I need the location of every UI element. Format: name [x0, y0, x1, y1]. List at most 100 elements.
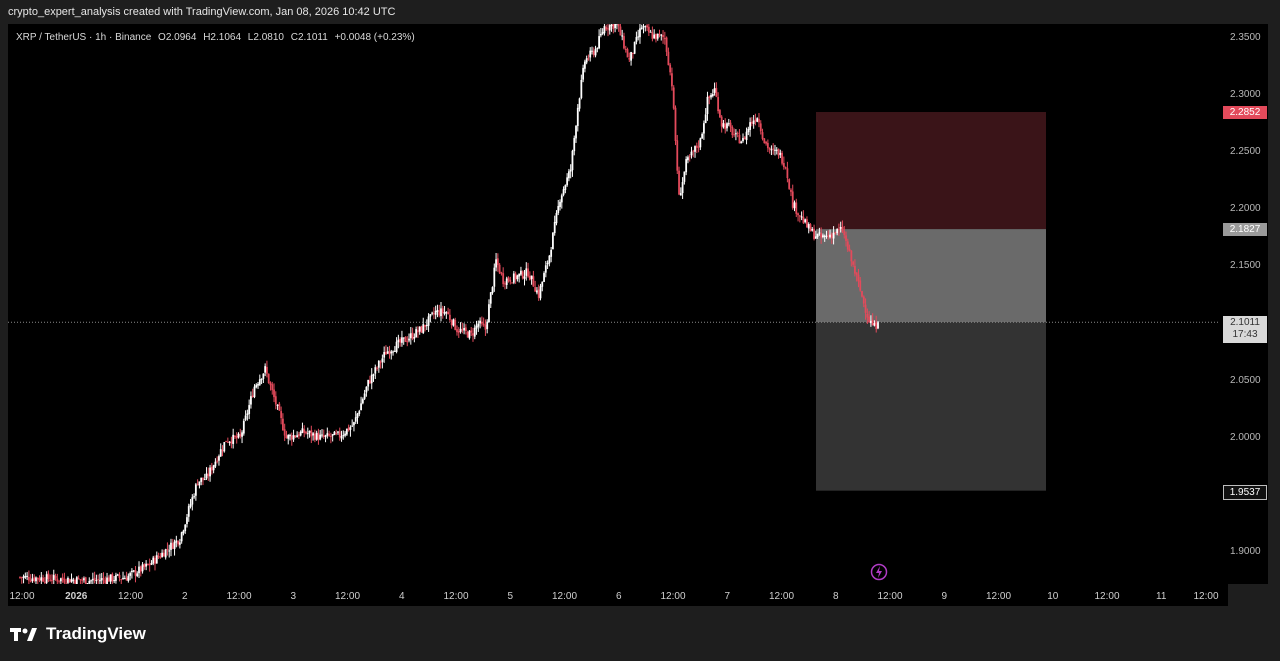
candle-body: [651, 32, 654, 39]
candle-body: [157, 556, 160, 558]
candle-body: [424, 324, 426, 327]
candle-body: [750, 122, 753, 124]
candle-body: [846, 241, 849, 250]
candle-body: [759, 123, 762, 132]
candle-body: [768, 148, 771, 150]
candle-body: [838, 228, 840, 230]
candle-body: [326, 433, 329, 436]
tradingview-logo[interactable]: TradingView: [10, 624, 146, 644]
candle-body: [841, 226, 844, 232]
candle-body: [345, 428, 348, 435]
candle-body: [353, 422, 355, 426]
candle-body: [237, 433, 240, 438]
candle-body: [367, 379, 370, 387]
candle-body: [543, 273, 545, 282]
target-price-tag: 2.2852: [1223, 106, 1267, 119]
candle-body: [90, 580, 92, 582]
candle-body: [877, 322, 879, 329]
candle-body: [852, 261, 855, 265]
candle-body: [473, 327, 476, 337]
candle-body: [155, 555, 158, 564]
ohlc-close: C2.1011: [290, 32, 328, 43]
candle-body: [95, 580, 98, 582]
candle-body: [694, 146, 696, 152]
price-axis-label: 2.2000: [1230, 203, 1261, 215]
candle-body: [624, 48, 627, 50]
candle-body: [425, 324, 428, 327]
candle-body: [63, 578, 66, 583]
candle-body: [555, 212, 558, 224]
candle-body: [417, 330, 419, 333]
candle-body: [209, 467, 211, 477]
candle-body: [615, 24, 618, 25]
candle-body: [875, 322, 878, 329]
candle-body: [266, 366, 268, 374]
candle-body: [369, 380, 371, 384]
candle-body: [708, 96, 711, 98]
candle-body: [450, 320, 453, 326]
candle-body: [178, 542, 181, 545]
candle-body: [335, 432, 338, 434]
candle-body: [145, 563, 148, 567]
candle-body: [509, 279, 512, 282]
candle-body: [672, 87, 675, 109]
stop-zone: [816, 322, 1046, 491]
candle-body: [802, 216, 805, 223]
candle-body: [873, 323, 876, 326]
candle-body: [599, 33, 602, 36]
candle-body: [377, 360, 380, 368]
candle-body: [180, 532, 183, 542]
candle-body: [544, 265, 547, 273]
candle-body: [109, 574, 112, 582]
candle-body: [743, 137, 746, 140]
candle-body: [328, 433, 330, 436]
candle-body: [239, 434, 242, 437]
candle-body: [409, 333, 412, 339]
candle-body: [679, 193, 682, 196]
candle-body: [393, 350, 396, 352]
time-axis[interactable]: [8, 584, 1228, 606]
candle-body: [356, 413, 359, 418]
candle-body: [447, 311, 450, 315]
candle-body: [257, 383, 259, 386]
candle-body: [448, 314, 451, 320]
candle-body: [862, 296, 865, 304]
chart-credit: crypto_expert_analysis created with Trad…: [8, 6, 396, 18]
candle-body: [354, 417, 357, 422]
candle-body: [445, 312, 448, 314]
candle-body: [500, 272, 503, 274]
lightning-icon[interactable]: [870, 563, 888, 586]
time-axis-label: 3: [290, 591, 297, 602]
candle-body: [324, 435, 327, 437]
candle-body: [571, 150, 574, 171]
candle-body: [251, 395, 254, 397]
candle-body: [642, 26, 645, 28]
candle-body: [262, 373, 265, 379]
candle-body: [747, 128, 750, 133]
time-axis-label: 9: [941, 591, 948, 602]
candle-body: [527, 268, 529, 277]
candle-body: [392, 351, 394, 353]
candle-body: [608, 25, 611, 31]
candle-body: [495, 259, 497, 268]
candle-body: [154, 557, 156, 564]
candle-body: [321, 434, 323, 436]
candle-body: [27, 576, 30, 581]
candle-body: [143, 564, 146, 568]
candle-body: [147, 563, 149, 565]
candle-body: [566, 177, 569, 186]
candle-body: [226, 441, 229, 443]
candle-body: [282, 418, 284, 431]
candle-body: [118, 574, 121, 578]
candle-body: [45, 574, 48, 583]
candle-body: [232, 434, 235, 444]
price-chart[interactable]: [8, 24, 1220, 584]
candle-body: [35, 577, 37, 582]
candle-body: [58, 580, 60, 582]
candle-body: [706, 96, 709, 115]
symbol-legend: XRP / TetherUS · 1h · Binance O2.0964 H2…: [16, 32, 419, 43]
candle-body: [189, 504, 192, 507]
candle-body: [752, 120, 755, 124]
candle-body: [818, 232, 821, 234]
candle-body: [836, 229, 839, 234]
